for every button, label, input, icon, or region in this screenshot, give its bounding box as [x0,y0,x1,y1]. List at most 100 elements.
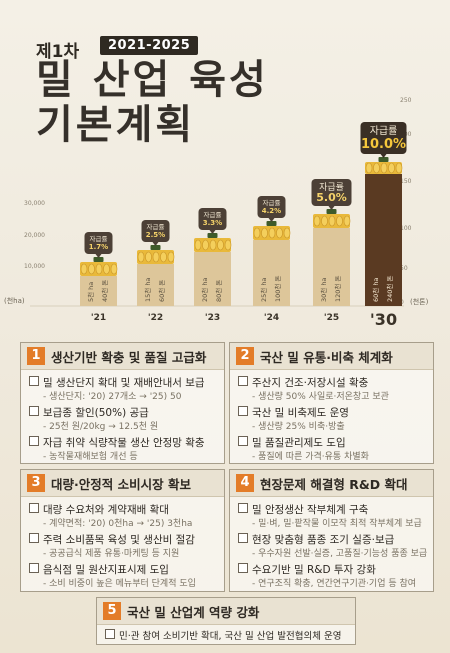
section-title: 국산 밀 산업계 역량 강화 [127,605,260,620]
section-item-detail: - 25천 원/20kg → 12.5천 원 [43,422,159,432]
y-tick-label-left: 10,000 [24,263,45,270]
wheat-grain [167,251,175,263]
wheat-grain [276,227,283,239]
section-number: 3 [27,474,45,492]
wheat-grain [202,239,209,251]
wheat-grain [95,263,103,275]
bar-area-label: 30천 ha [319,278,328,302]
bar [80,276,117,306]
section-number: 4 [236,474,254,492]
bar-production-label: 100천 톤 [273,276,282,302]
wheat-grain [253,227,261,239]
bar [365,174,402,306]
y-tick-label-left: 30,000 [24,200,45,207]
wheat-grain [110,263,118,275]
section-header: 1 생산기반 확충 및 품질 고급화 [21,343,224,370]
ratio-label: 자급률 [319,182,344,193]
wheat-grain [224,239,232,251]
ratio-badge [360,122,407,154]
section-item-text: 수요기반 밀 R&D 투자 강화 [252,564,376,576]
section-item-detail: - 우수자원 선발·실증, 고품질·기능성 품종 보급 [252,549,428,559]
section-item-text: 민·관 참여 소비기반 확대, 국산 밀 산업 발전협의체 운영 [119,631,342,642]
section-item-detail: - 품질에 따른 가격·유통 차별화 [252,452,369,462]
section-number: 1 [27,347,45,365]
section-item: 민·관 참여 소비기반 확대, 국산 밀 산업 발전협의체 운영 [105,628,341,642]
checkbox-icon [105,629,115,639]
ratio-value: 2.5% [146,231,165,239]
ratio-label: 자급률 [370,125,398,137]
wheat-grain [152,251,160,263]
bar [137,264,174,306]
checkbox-icon [238,563,248,573]
section-box-4: 4 현장문제 해결형 R&D 확대 밀 안정생산 작부체계 구축 - 밀·벼, 밀·팥… [229,469,434,592]
section-header: 5 국산 밀 산업계 역량 강화 [97,598,355,625]
section-title: 생산기반 확충 및 품질 고급화 [51,350,207,365]
bar-production-label: 120천 톤 [333,276,342,302]
wheat-grain [103,263,110,275]
checkbox-icon [238,406,248,416]
ratio-value: 10.0% [361,137,406,152]
checkbox-icon [29,533,39,543]
wheat-grain [395,162,403,174]
section-item: 국산 밀 비축제도 운영 [238,405,349,420]
wheat-grain [145,251,152,263]
checkbox-icon [238,436,248,446]
ratio-badge [198,208,227,230]
wheat-grain [321,215,328,227]
section-item-text: 보급종 할인(50%) 공급 [43,407,149,419]
section-item-detail: - 소비 비중이 높은 메뉴부터 단계적 도입 [43,579,196,589]
wheat-grain [194,239,202,251]
section-item-text: 주산지 건조·저장시설 확충 [252,377,369,389]
section-item: 현장 맞춤형 품종 조기 실증·보급 [238,532,394,547]
wheat-grain [336,215,343,227]
section-item-text: 밀 품질관리제도 도입 [252,437,346,449]
ratio-value: 1.7% [89,243,108,251]
checkbox-icon [238,533,248,543]
section-item-detail: - 연구조직 확충, 연간연구기관·기업 등 참여 [252,579,417,589]
wheat-grain [343,215,351,227]
y-tick-label-right: 50 [400,265,408,272]
section-item: 밀 생산단지 확대 및 재배안내서 보급 [29,375,205,390]
bar-area-label: 20천 ha [200,278,209,302]
tractor-icon [378,157,389,162]
bar-area-label: 5천 ha [86,282,95,302]
bar-area-label: 25천 ha [259,278,268,302]
wheat-grain [217,239,224,251]
section-item: 자급 취약 식량작물 생산 안정망 확충 [29,435,205,450]
section-title: 현장문제 해결형 R&D 확대 [260,477,408,492]
ratio-badge-pointer [268,218,275,222]
section-title: 대량·안정적 소비시장 확보 [51,477,191,492]
page-title: 밀 산업 육성 [36,57,269,103]
section-item-detail: - 생산량 25% 비축·방출 [252,422,345,432]
section-header: 2 국산 밀 유통·비축 체계화 [230,343,433,370]
ratio-label: 자급률 [90,234,108,243]
ratio-badge [257,196,286,218]
wheat-grain [160,251,167,263]
ratio-badge-pointer [328,206,335,210]
tractor-icon [150,245,161,250]
section-item: 수요기반 밀 R&D 투자 강화 [238,562,376,577]
section-header: 3 대량·안정적 소비시장 확보 [21,470,224,497]
section-item-text: 대량 수요처와 계약재배 확대 [43,504,169,516]
ratio-label: 자급률 [263,198,281,207]
plan-edition: 제1차 [36,42,80,62]
bar [194,252,231,306]
section-item: 밀 품질관리제도 도입 [238,435,346,450]
bar-area-label: 15천 ha [143,278,152,302]
ratio-badge [84,232,113,254]
y-tick-label-right: 250 [400,97,412,104]
section-box-1: 1 생산기반 확충 및 품질 고급화 밀 생산단지 확대 및 재배안내서 보급 - 생… [20,342,225,464]
bar-production-label: 240천 톤 [385,276,394,302]
wheat-grain [373,162,380,174]
wheat-grain [261,227,268,239]
section-item: 보급종 할인(50%) 공급 [29,405,149,420]
ratio-value: 3.3% [203,219,222,227]
section-number: 2 [236,347,254,365]
wheat-grain [328,215,336,227]
section-item-detail: - 계약면적: '20) 0천ha → '25) 3천ha [43,519,193,529]
section-box-2: 2 국산 밀 유통·비축 체계화 주산지 건조·저장시설 확충 - 생산량 50% 사… [229,342,434,464]
checkbox-icon [29,436,39,446]
section-item: 대량 수요처와 계약재배 확대 [29,502,169,517]
wheat-chart: 30,00020,00010,000(천ha)250200150100500(천… [4,97,429,329]
section-item-detail: - 밀·벼, 밀·팥작물 이모작 최적 작부체계 보급 [252,519,422,529]
